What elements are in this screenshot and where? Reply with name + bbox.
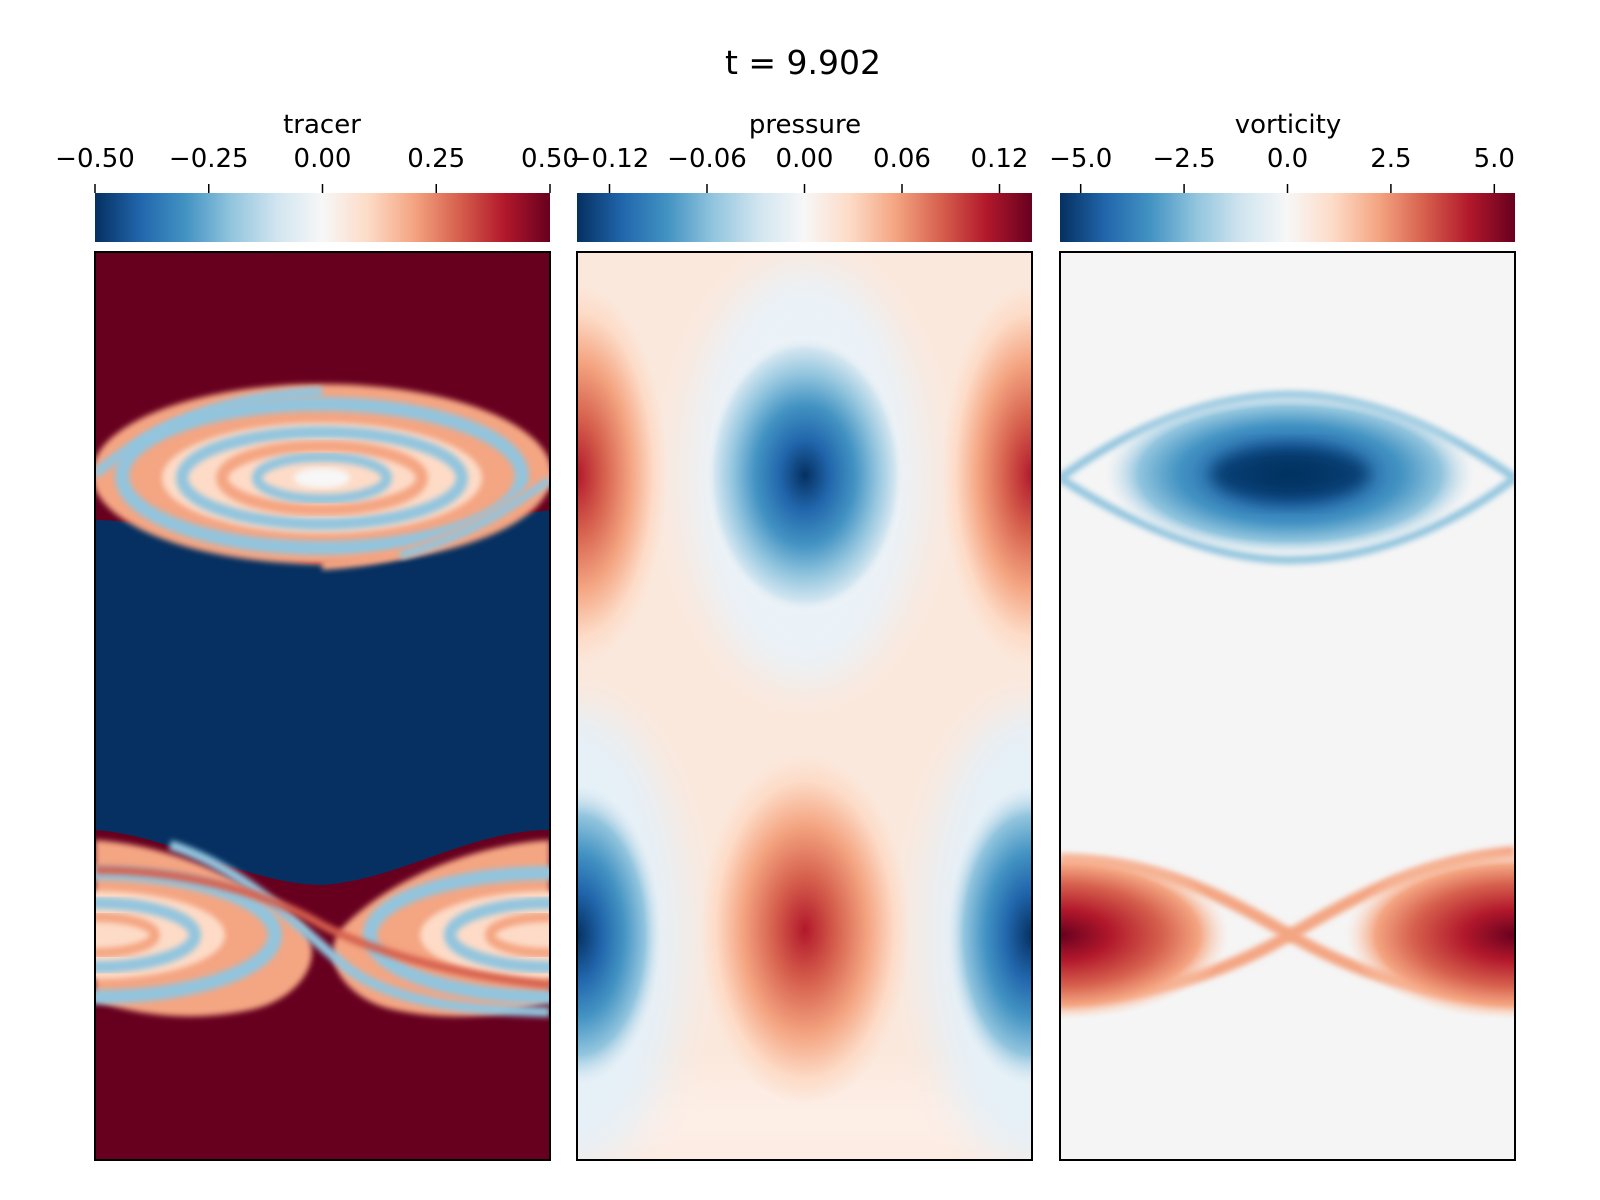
panel-tracer: tracer −0.50 −0.25 0.00 0.25 0.50 — [55, 110, 579, 1161]
colorbar-tick-label: −0.25 — [169, 144, 249, 174]
upper-roll-up — [95, 384, 550, 570]
colorbar-label-pressure: pressure — [749, 110, 861, 140]
vortex-positive-lower-right — [1345, 850, 1515, 1020]
colorbar-tick-label: 0.06 — [873, 144, 931, 174]
colorbar-tick-label: −0.06 — [667, 144, 747, 174]
colorbar-tracer — [95, 193, 550, 242]
colorbar-tick-label: 0.25 — [407, 144, 465, 174]
colorbar-ticks-tracer: −0.50 −0.25 0.00 0.25 0.50 — [55, 144, 579, 193]
colorbar-tick-label: −0.12 — [570, 144, 650, 174]
figure-title: t = 9.902 — [725, 43, 881, 82]
colorbar-vorticity — [1060, 193, 1515, 242]
colorbar-tick-label: 0.00 — [294, 144, 352, 174]
colorbar-tick-label: −2.5 — [1153, 144, 1216, 174]
colorbar-tick-label: −0.50 — [55, 144, 135, 174]
pressure-low-lower-right — [947, 785, 1032, 1085]
colorbar-tick-label: 0.0 — [1267, 144, 1308, 174]
heatmap-tracer — [95, 252, 550, 1160]
colorbar-tick-label: −5.0 — [1049, 144, 1112, 174]
axes-frame-pressure — [576, 251, 1033, 1161]
colorbar-tick-label: 0.50 — [521, 144, 579, 174]
colorbar-pressure — [577, 193, 1032, 242]
colorbar-tick-label: 0.00 — [776, 144, 834, 174]
colorbar-tick-label: 5.0 — [1474, 144, 1515, 174]
heatmap-vorticity — [1060, 252, 1515, 1160]
heatmap-pressure — [577, 252, 1032, 1160]
vortex-positive-lower-left — [1060, 850, 1230, 1020]
pressure-low-lower-left — [577, 785, 662, 1085]
colorbar-ticks-vorticity: −5.0 −2.5 0.0 2.5 5.0 — [1049, 144, 1515, 193]
panel-pressure: pressure −0.12 −0.06 0.00 0.06 0.12 — [570, 110, 1033, 1161]
colorbar-tick-label: 2.5 — [1370, 144, 1411, 174]
colorbar-label-tracer: tracer — [283, 110, 361, 140]
colorbar-label-vorticity: vorticity — [1235, 110, 1342, 140]
panel-vorticity: vorticity −5.0 −2.5 0.0 2.5 5.0 — [1049, 110, 1516, 1161]
pressure-high-lower — [700, 755, 910, 1105]
axes-frame-vorticity — [1059, 251, 1516, 1161]
colorbar-tick-label: 0.12 — [971, 144, 1029, 174]
colorbar-ticks-pressure: −0.12 −0.06 0.00 0.06 0.12 — [570, 144, 1029, 193]
pressure-high-upper-left — [577, 285, 667, 665]
lower-roll-up — [95, 840, 550, 1017]
axes-frame-tracer — [94, 251, 551, 1161]
pressure-low-upper — [705, 335, 905, 615]
pressure-high-upper-right — [942, 285, 1032, 665]
